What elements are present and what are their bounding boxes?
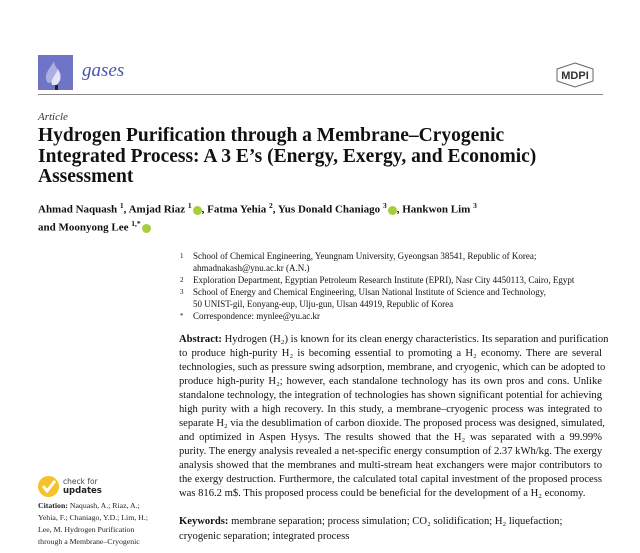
- affiliation-line: 3 School of Energy and Chemical Engineeri…: [180, 286, 610, 298]
- affiliation-number: 3: [180, 288, 184, 296]
- keywords-text: membrane separation; process simulation;…: [179, 516, 563, 542]
- paper-title: Hydrogen Purification through a Membrane…: [38, 125, 537, 187]
- citation-text: Yehia, F.; Chaniago, Y.D.; Lim, H.;: [38, 513, 148, 522]
- abstract-text: to produce high-purity H₂ is becoming es…: [179, 348, 602, 359]
- author-name[interactable]: Moonyong Lee: [58, 221, 129, 234]
- citation-line: through a Membrane–Cryogenic: [38, 536, 158, 548]
- abstract-line: standalone technology, the integration o…: [179, 389, 602, 403]
- abstract-text: produce high-purity H₂; however, each st…: [179, 376, 602, 387]
- flame-icon: [45, 61, 61, 90]
- affiliation-line: ahmadnakash@ynu.ac.kr (A.N.): [180, 262, 610, 274]
- checkmark-icon: [38, 476, 59, 497]
- affiliation-line: * Correspondence: mynlee@yu.ac.kr: [180, 310, 610, 322]
- mdpi-logo: MDPI: [556, 62, 594, 88]
- affiliation-number: 2: [180, 276, 184, 284]
- author-name[interactable]: Fatma Yehia: [207, 203, 267, 216]
- affiliation-line: 50 UNIST-gil, Eonyang-eup, Ulju-gun, Uls…: [180, 298, 610, 310]
- author-name[interactable]: Yus Donald Chaniago: [277, 203, 381, 216]
- abstract-text: high purity with a high recovery. In thi…: [179, 404, 602, 415]
- svg-text:MDPI: MDPI: [561, 70, 589, 82]
- affiliation-text[interactable]: Correspondence: mynlee@yu.ac.kr: [193, 311, 320, 321]
- author-affiliation-number: 2: [269, 201, 273, 210]
- affiliation-number: 1: [180, 252, 184, 260]
- abstract-line: analysis showed that the membranes and m…: [179, 459, 602, 473]
- abstract-line: and optimized in Aspen Hysys. The result…: [179, 431, 602, 445]
- orcid-icon[interactable]: [141, 223, 151, 233]
- abstract-text: technologies, such as pressure swing ads…: [179, 362, 606, 373]
- journal-name: gases: [82, 60, 125, 81]
- author-name[interactable]: Hankwon Lim: [402, 203, 471, 216]
- citation-text: Lee, M. Hydrogen Purification: [38, 525, 135, 534]
- abstract-line: separate H₂ via the desublimation of car…: [179, 417, 605, 431]
- abstract-text: Hydrogen (H₂) is known for its clean ene…: [221, 334, 609, 345]
- affiliation-text: School of Chemical Engineering, Yeungnam…: [193, 251, 537, 261]
- affiliation-text: Exploration Department, Egyptian Petrole…: [193, 275, 575, 285]
- citation-label: Citation:: [38, 501, 68, 510]
- affiliation-text: School of Energy and Chemical Engineerin…: [193, 287, 546, 297]
- orcid-icon[interactable]: [387, 205, 397, 215]
- author-name[interactable]: Ahmad Naquash: [38, 203, 118, 216]
- header-divider: [38, 94, 603, 95]
- author-affiliation-number: 1: [187, 201, 192, 210]
- author-affiliation-number: 3: [382, 201, 387, 210]
- abstract-line: to produce high-purity H₂ is becoming es…: [179, 347, 602, 361]
- check-for-updates-button[interactable]: check for updates: [38, 476, 102, 497]
- affiliation-number: [180, 262, 193, 274]
- author-affiliation-number: 3: [473, 201, 477, 210]
- journal-logo: [38, 55, 73, 90]
- affiliation-number: [180, 298, 193, 310]
- author-affiliation-number: 1: [119, 201, 124, 210]
- abstract: Abstract: Hydrogen (H₂) is known for its…: [179, 333, 608, 501]
- abstract-text: the exergy destruction. Furthermore, the…: [179, 474, 602, 485]
- abstract-line: technologies, such as pressure swing ads…: [179, 361, 606, 375]
- affiliation-line: 2 Exploration Department, Egyptian Petrol…: [180, 274, 610, 286]
- abstract-text: analysis showed that the membranes and m…: [179, 460, 602, 471]
- abstract-line: Abstract: Hydrogen (H₂) is known for its…: [179, 333, 608, 347]
- abstract-line: was 816.2 m$. This proposed process coul…: [179, 487, 602, 501]
- updates-label: updates: [63, 485, 102, 496]
- citation-text: through a Membrane–Cryogenic: [38, 537, 140, 546]
- check-for-label: check for: [63, 477, 98, 486]
- abstract-text: and optimized in Aspen Hysys. The result…: [179, 432, 602, 443]
- orcid-icon[interactable]: [192, 205, 202, 215]
- abstract-line: purity. The energy analysis revealed a n…: [179, 445, 602, 459]
- citation-line: Yehia, F.; Chaniago, Y.D.; Lim, H.;: [38, 512, 158, 524]
- author-list: Ahmad Naquash 1, Amjad Riaz 1, Fatma Yeh…: [38, 201, 477, 234]
- affiliation-text: 50 UNIST-gil, Eonyang-eup, Ulju-gun, Uls…: [193, 299, 454, 309]
- citation-text: Naquash, A.; Riaz, A.;: [67, 501, 140, 510]
- abstract-text: standalone technology, the integration o…: [179, 390, 602, 401]
- abstract-text: was 816.2 m$. This proposed process coul…: [179, 488, 586, 499]
- abstract-label: Abstract:: [179, 334, 222, 345]
- keywords: Keywords: membrane separation; process s…: [179, 514, 602, 544]
- article-type: Article: [38, 111, 68, 123]
- abstract-line: the exergy destruction. Furthermore, the…: [179, 473, 602, 487]
- authors-and: and: [38, 221, 56, 234]
- citation-line: Citation: Naquash, A.; Riaz, A.;: [38, 500, 158, 512]
- citation-line: Lee, M. Hydrogen Purification: [38, 524, 158, 536]
- affiliations: 1 School of Chemical Engineering, Yeungna…: [180, 250, 610, 322]
- keywords-label: Keywords:: [179, 516, 229, 527]
- author-affiliation-number: 1,*: [131, 219, 141, 229]
- affiliation-line: 1 School of Chemical Engineering, Yeungna…: [180, 250, 610, 262]
- abstract-text: separate H₂ via the desublimation of car…: [179, 418, 605, 429]
- abstract-text: purity. The energy analysis revealed a n…: [179, 446, 603, 457]
- citation: Citation: Naquash, A.; Riaz, A.; Yehia, F…: [38, 500, 158, 548]
- author-name[interactable]: Amjad Riaz: [128, 203, 186, 216]
- abstract-line: high purity with a high recovery. In thi…: [179, 403, 602, 417]
- affiliation-text[interactable]: ahmadnakash@ynu.ac.kr (A.N.): [193, 263, 310, 273]
- abstract-line: produce high-purity H₂; however, each st…: [179, 375, 602, 389]
- affiliation-number: *: [180, 312, 184, 320]
